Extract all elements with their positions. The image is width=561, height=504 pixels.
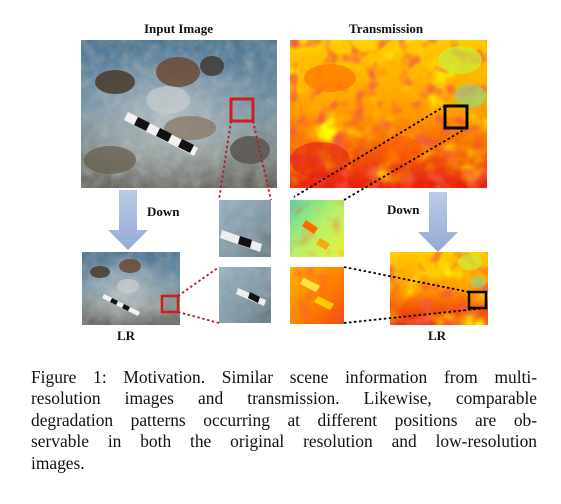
striped-scale-bar [124,112,198,156]
down-arrow-icon [418,192,458,252]
down-label-right: Down [387,202,420,217]
input-roi-box [229,97,255,123]
transmission-label: Transmission [349,21,424,36]
transmission-panel [290,40,487,188]
lr-label-left: LR [117,328,136,343]
lr-input-roi-box [160,294,180,314]
down-label-left: Down [147,204,180,219]
input-image-label: Input Image [144,21,213,36]
lr-transmission-panel [390,252,488,325]
lr-label-right: LR [428,328,447,343]
caption-line: servable in both the original resolution… [31,431,537,452]
lr-transmission-roi-box [467,290,488,310]
caption-line: resolution images and transmission. Like… [31,388,537,409]
input-crop-original [219,200,271,257]
figure-graphic [81,40,488,325]
input-crop-lr [219,267,271,323]
caption-line: images. [31,452,85,473]
figure: Input Image Transmission Down Down LR LR [81,21,488,343]
down-arrow-icon [108,190,148,250]
transmission-crop-lr [290,267,344,324]
figure-caption: Figure 1: Motivation. Similar scene info… [31,367,537,474]
caption-line: degradation patterns occurring at differ… [31,409,537,430]
caption-line: Figure 1: Motivation. Similar scene info… [31,367,537,387]
transmission-crop-original [290,200,344,257]
transmission-roi-box [443,104,469,130]
lr-input-panel [82,252,180,325]
connector-lines [177,105,487,324]
input-image-panel [81,40,277,188]
